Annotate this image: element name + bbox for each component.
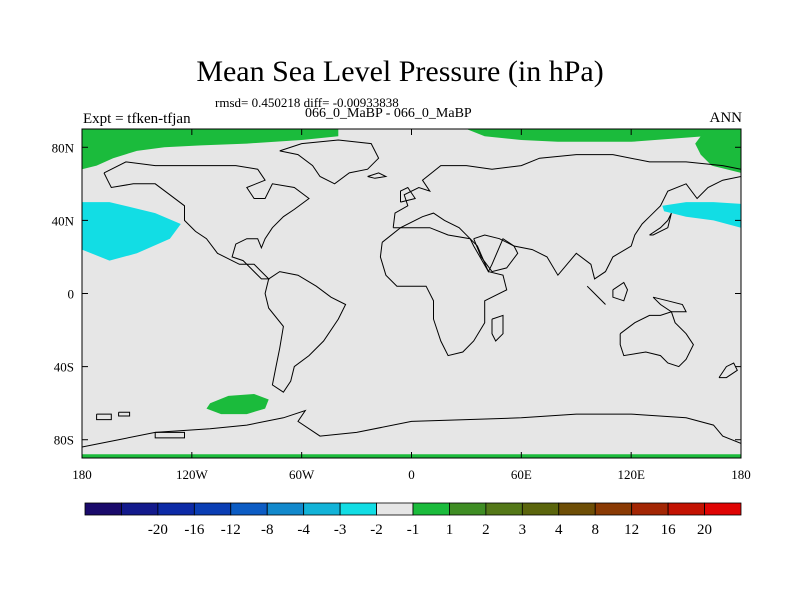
shaded-region — [82, 129, 339, 170]
coastlines — [82, 139, 741, 448]
x-tick-label: 0 — [408, 467, 415, 482]
colorbar-label: -4 — [297, 522, 310, 538]
coastline — [652, 296, 687, 313]
coastline — [264, 271, 347, 393]
colorbar-box — [376, 502, 414, 516]
shaded-regions — [82, 129, 741, 458]
colorbar-box — [339, 502, 377, 516]
coastline — [612, 281, 629, 302]
y-tick-label: 80S — [54, 433, 74, 448]
colorbar-box — [704, 502, 742, 516]
colorbar-box — [449, 502, 487, 516]
colorbar-label: 1 — [446, 522, 454, 538]
colorbar-box — [266, 502, 305, 516]
colorbar-box — [667, 502, 705, 516]
colorbar-box — [521, 502, 560, 516]
y-tick-label: 80N — [52, 140, 75, 155]
colorbar-label: 2 — [482, 522, 490, 538]
colorbar-box — [485, 502, 523, 516]
colorbar-box — [594, 502, 633, 516]
shaded-region — [206, 394, 269, 415]
colorbar-box — [631, 502, 669, 516]
colorbar-label: 16 — [661, 522, 677, 538]
x-tick-label: 120W — [176, 467, 209, 482]
colorbar-label: -2 — [370, 522, 383, 538]
y-tick-label: 40N — [52, 213, 75, 228]
colorbar-box — [558, 502, 596, 516]
shaded-region — [695, 129, 741, 173]
x-tick-label: 60E — [511, 467, 532, 482]
colorbar-box — [193, 502, 232, 516]
colorbar-label: 12 — [624, 522, 639, 538]
colorbar-label: -20 — [148, 522, 168, 538]
colorbar-label: -1 — [407, 522, 420, 538]
coastline — [379, 227, 508, 357]
season-label: ANN — [709, 110, 743, 126]
colorbar-label: -8 — [261, 522, 274, 538]
coastline — [279, 139, 380, 185]
coastline — [154, 431, 185, 439]
colorbar-label: 8 — [591, 522, 599, 538]
coastline — [400, 186, 417, 203]
colorbar-box — [84, 502, 122, 516]
colorbar-box — [230, 502, 268, 516]
y-tick-label: 40S — [54, 360, 74, 375]
colorbar-label: 20 — [697, 522, 712, 538]
map-background — [82, 129, 741, 458]
experiment-label: Expt = tfken-tfjan — [83, 111, 191, 127]
coastline — [96, 413, 112, 421]
chart-title: Mean Sea Level Pressure (in hPa) — [196, 55, 604, 88]
x-tick-label: 120E — [617, 467, 645, 482]
cases-subtitle: 066_0_MaBP - 066_0_MaBP — [305, 106, 472, 121]
coastline — [491, 314, 504, 342]
coastline — [103, 161, 310, 280]
colorbar-label: 3 — [519, 522, 527, 538]
colorbar-box — [303, 502, 341, 516]
coastline — [586, 285, 606, 305]
stats-line: rmsd= 0.450218 diff= -0.00933838 — [215, 95, 399, 110]
y-tick-label: 0 — [68, 287, 75, 302]
coastline — [649, 212, 672, 236]
shaded-region — [82, 202, 181, 261]
colorbar-box — [412, 502, 450, 516]
colorbar-label: -12 — [221, 522, 241, 538]
colorbar-box — [121, 502, 159, 516]
coastline — [82, 409, 741, 448]
colorbar-box — [157, 502, 195, 516]
shaded-region — [466, 129, 708, 142]
colorbar-label: -3 — [334, 522, 347, 538]
x-tick-label: 180 — [72, 467, 92, 482]
colorbar-label: 4 — [555, 522, 563, 538]
shaded-region — [662, 202, 741, 228]
x-tick-label: 60W — [289, 467, 315, 482]
colorbar-label: -16 — [184, 522, 204, 538]
coastline — [367, 172, 388, 179]
colorbar: -20 -16 -12 -8 -4 -3 -2 -1 1 2 3 4 8 12 16 20 — [84, 502, 742, 538]
map-plot: 180 120W 60W 0 60E 120E 180 80N 40N 0 40S 80S — [52, 128, 751, 482]
x-tick-label: 180 — [731, 467, 751, 482]
coastline — [619, 311, 694, 368]
coastline — [118, 411, 131, 417]
coastline — [473, 234, 519, 273]
